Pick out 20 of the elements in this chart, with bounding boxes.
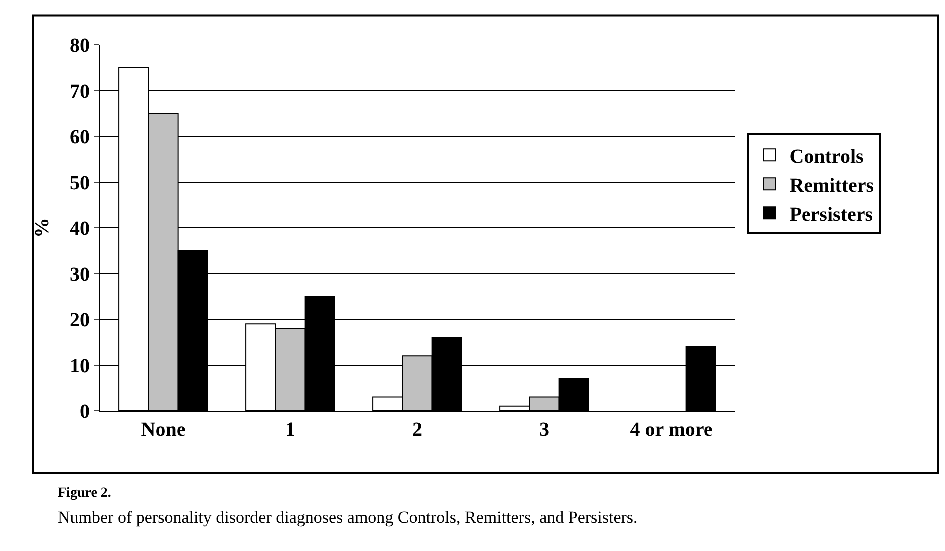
y-tick-label: 0	[80, 401, 90, 423]
y-tick-label: 10	[70, 355, 90, 378]
y-tick-label: 60	[70, 126, 90, 148]
y-tick-label: 80	[70, 35, 90, 57]
x-tick-label: 3	[540, 419, 550, 441]
x-tick-label: 2	[412, 419, 422, 441]
legend-label: Persisters	[790, 204, 874, 226]
y-tick-label: 70	[70, 80, 90, 103]
legend-label: Remitters	[790, 174, 874, 197]
y-tick-label: 30	[70, 264, 90, 286]
y-axis-title: %	[32, 218, 54, 238]
x-tick-label: 1	[286, 419, 296, 441]
text: Number of personality disorder diagnoses among Controls, Remitters, and Persisters.	[58, 508, 638, 527]
x-tick-label: None	[141, 419, 186, 441]
y-tick-label: 20	[70, 310, 90, 332]
legend-label: Controls	[790, 146, 864, 168]
y-tick-label: 50	[70, 172, 90, 194]
x-tick-label: 4 or more	[630, 419, 713, 441]
y-tick-label: 40	[70, 218, 90, 240]
caption: Figure 2.	[58, 486, 112, 501]
